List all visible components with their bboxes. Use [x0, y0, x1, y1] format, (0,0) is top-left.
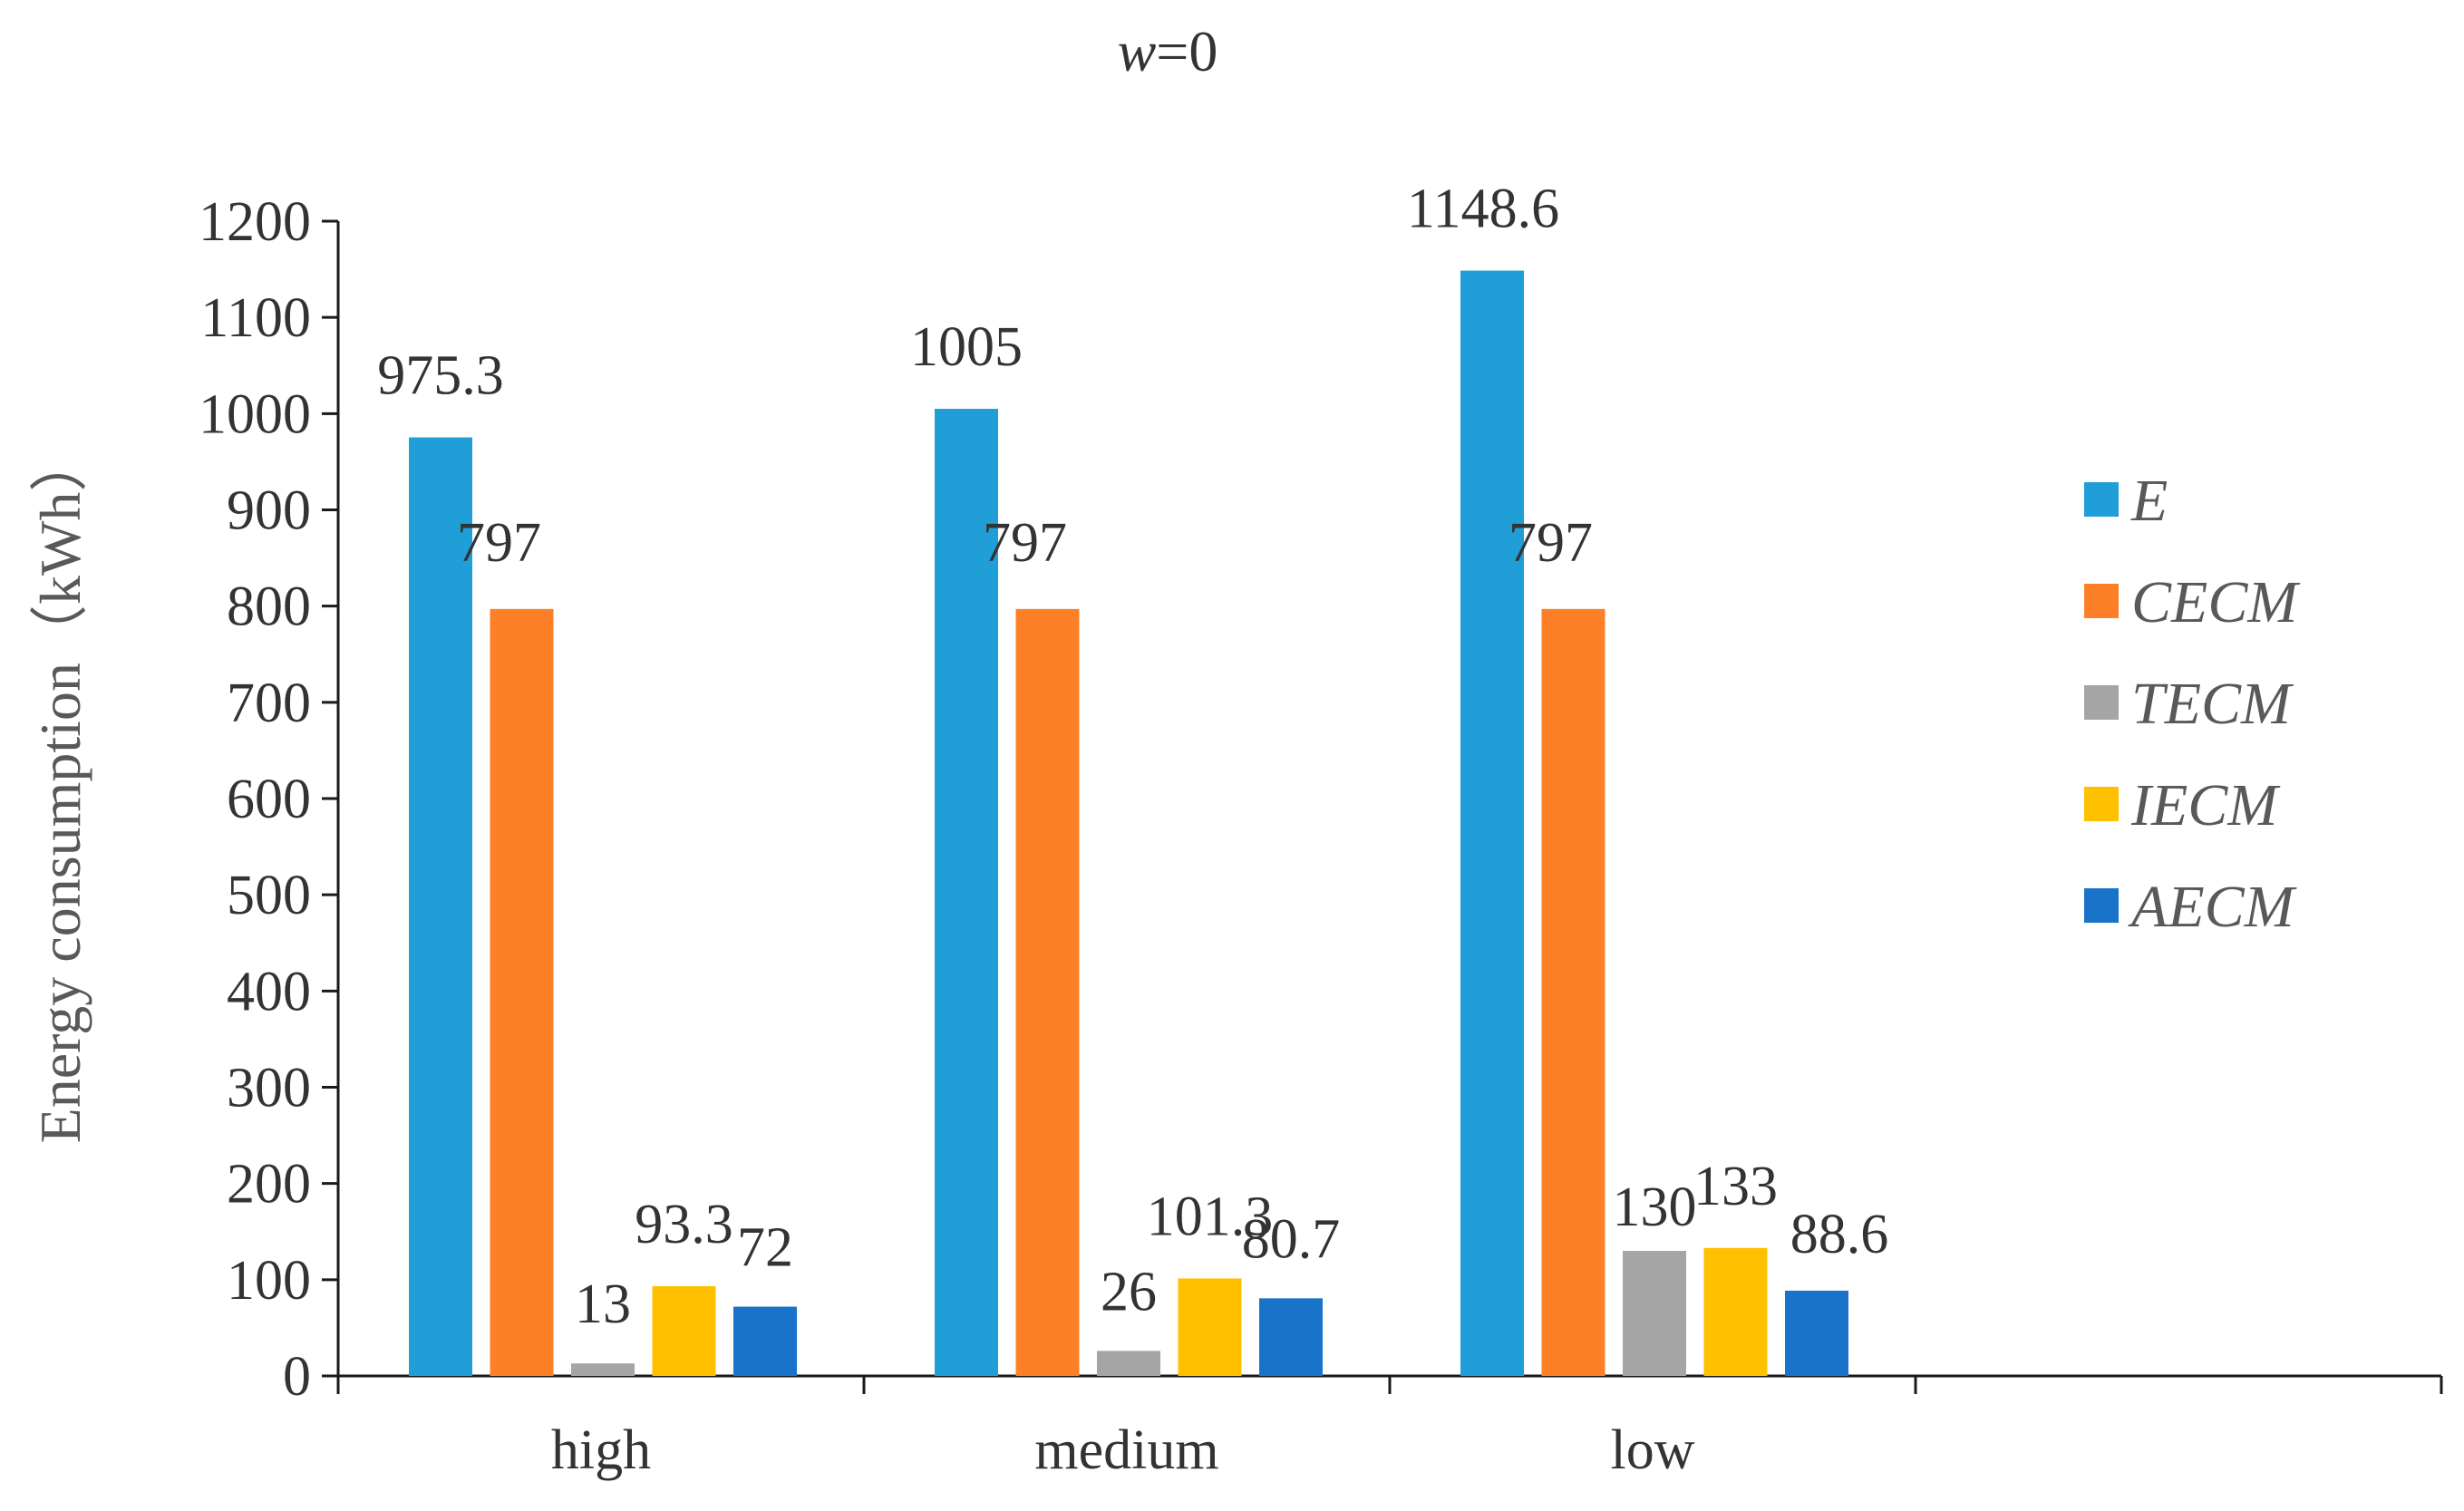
y-tick-label: 400 [227, 961, 311, 1022]
x-category-label: high [551, 1419, 651, 1481]
chart-title-rest: =0 [1156, 19, 1217, 83]
y-tick-label: 1200 [199, 191, 311, 253]
bar-tecm [571, 1363, 635, 1376]
legend: E CECM TECM IECM AECM [2084, 468, 2301, 940]
x-category-label: low [1611, 1419, 1695, 1481]
bar-e [409, 437, 472, 1376]
data-label-tecm: 130 [1613, 1177, 1697, 1238]
y-tick-label: 300 [227, 1058, 311, 1119]
y-tick-label: 1100 [200, 287, 311, 349]
bar-cecm [490, 608, 554, 1376]
data-label-tecm: 26 [1101, 1261, 1157, 1322]
y-tick-label: 200 [227, 1154, 311, 1216]
bar-aecm [1785, 1290, 1848, 1376]
y-tick-label: 600 [227, 769, 311, 830]
bar-iecm [652, 1285, 716, 1376]
bar-cecm [1015, 608, 1080, 1376]
data-label-tecm: 13 [575, 1274, 631, 1335]
data-label-cecm: 797 [1508, 512, 1593, 574]
y-tick-label: 700 [227, 673, 311, 734]
data-label-cecm: 797 [457, 512, 541, 574]
y-tick-label: 800 [227, 576, 311, 638]
y-tick-label: 100 [227, 1250, 311, 1312]
data-label-aecm: 72 [737, 1217, 793, 1279]
data-label-iecm: 101.3 [1147, 1186, 1274, 1247]
y-tick-label: 1000 [199, 383, 311, 445]
y-tick-label: 500 [227, 865, 311, 926]
data-label-iecm: 93.3 [635, 1194, 733, 1255]
legend-swatch-e [2084, 482, 2119, 517]
x-axis: high medium low [336, 1374, 2443, 1481]
data-label-e: 1005 [910, 316, 1023, 378]
bar-iecm [1703, 1247, 1768, 1376]
legend-label-aecm: AECM [2128, 874, 2298, 940]
legend-swatch-tecm [2084, 685, 2119, 720]
y-tick-label: 0 [283, 1346, 311, 1408]
legend-swatch-aecm [2084, 888, 2119, 923]
legend-label-e: E [2130, 468, 2168, 534]
data-label-aecm: 80.7 [1242, 1208, 1341, 1270]
y-axis: 0 100 200 300 400 500 600 700 800 900 1000 1100 1200 [199, 191, 340, 1408]
legend-swatch-iecm [2084, 787, 2119, 821]
chart-title-variable: w [1118, 19, 1157, 83]
legend-swatch-cecm [2084, 584, 2119, 618]
legend-label-tecm: TECM [2131, 671, 2294, 737]
x-category-label: medium [1034, 1419, 1218, 1481]
bar-iecm [1178, 1278, 1242, 1376]
data-label-e: 975.3 [377, 345, 504, 407]
y-axis-title: Energy consumption（kWh） [28, 434, 92, 1144]
bar-aecm [1259, 1298, 1323, 1376]
bar-cecm [1541, 608, 1605, 1376]
data-label-cecm: 797 [983, 512, 1067, 574]
bar-e [1460, 270, 1524, 1376]
legend-label-iecm: IECM [2130, 772, 2281, 838]
bars [409, 270, 1848, 1376]
data-label-aecm: 88.6 [1790, 1204, 1889, 1265]
bar-e [935, 409, 998, 1376]
data-label-iecm: 133 [1693, 1156, 1778, 1217]
chart-title: w=0 [1118, 19, 1218, 83]
bar-tecm [1097, 1351, 1160, 1376]
legend-label-cecm: CECM [2131, 569, 2301, 635]
data-label-e: 1148.6 [1407, 179, 1559, 240]
bar-aecm [733, 1306, 797, 1376]
bar-tecm [1623, 1250, 1686, 1376]
data-labels: 975.3 1005 1148.6 797 797 797 13 26 130 93.3 101.3… [377, 179, 1888, 1336]
y-tick-label: 900 [227, 480, 311, 542]
